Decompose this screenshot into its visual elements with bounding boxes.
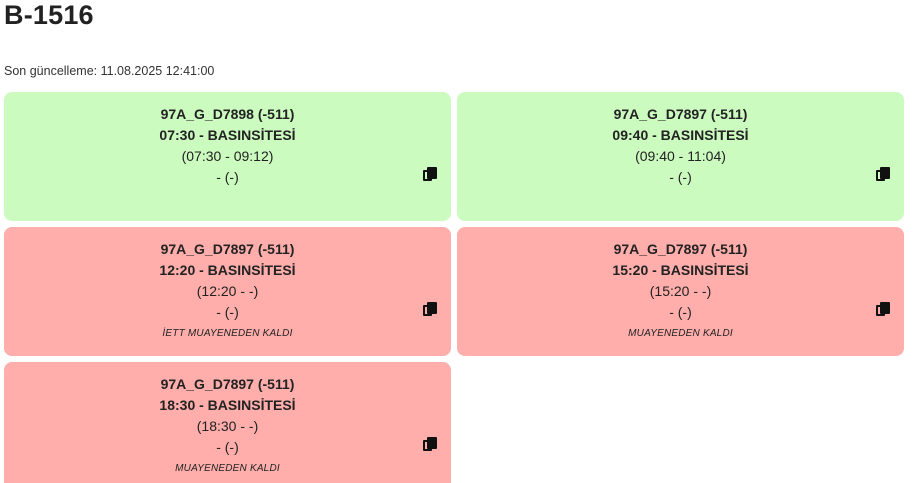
copy-icon[interactable] <box>423 167 437 182</box>
copy-icon[interactable] <box>876 302 890 317</box>
trip-route: 97A_G_D7897 (-511) <box>160 376 295 392</box>
trip-card: 97A_G_D7897 (-511) 12:20 - BASINSİTESİ (… <box>4 227 451 356</box>
trip-extra: - (-) <box>669 304 692 320</box>
trip-departure: 12:20 - BASINSİTESİ <box>159 262 296 278</box>
trip-departure: 07:30 - BASINSİTESİ <box>159 127 296 143</box>
trip-note: MUAYENEDEN KALDI <box>175 463 280 474</box>
copy-icon[interactable] <box>423 437 437 452</box>
trip-route: 97A_G_D7897 (-511) <box>613 106 748 122</box>
trip-route: 97A_G_D7898 (-511) <box>160 106 295 122</box>
trip-departure: 15:20 - BASINSİTESİ <box>612 262 749 278</box>
trip-card: 97A_G_D7898 (-511) 07:30 - BASINSİTESİ (… <box>4 92 451 221</box>
trip-route: 97A_G_D7897 (-511) <box>160 241 295 257</box>
trip-times: (09:40 - 11:04) <box>635 148 726 164</box>
trip-times: (12:20 - -) <box>196 283 259 299</box>
trip-times: (15:20 - -) <box>649 283 712 299</box>
trip-extra: - (-) <box>216 304 239 320</box>
trip-note: İETT MUAYENEDEN KALDI <box>162 328 293 339</box>
trip-extra: - (-) <box>216 439 239 455</box>
trip-card-grid: 97A_G_D7898 (-511) 07:30 - BASINSİTESİ (… <box>4 92 904 483</box>
trip-route: 97A_G_D7897 (-511) <box>613 241 748 257</box>
trip-card: 97A_G_D7897 (-511) 18:30 - BASINSİTESİ (… <box>4 362 451 483</box>
trip-note: MUAYENEDEN KALDI <box>628 328 733 339</box>
trip-departure: 18:30 - BASINSİTESİ <box>159 397 296 413</box>
trip-card: 97A_G_D7897 (-511) 15:20 - BASINSİTESİ (… <box>457 227 904 356</box>
page-title: B-1516 <box>4 0 94 30</box>
trip-times: (18:30 - -) <box>196 418 259 434</box>
copy-icon[interactable] <box>876 167 890 182</box>
trip-times: (07:30 - 09:12) <box>181 148 274 164</box>
trip-card: 97A_G_D7897 (-511) 09:40 - BASINSİTESİ (… <box>457 92 904 221</box>
copy-icon[interactable] <box>423 302 437 317</box>
trip-departure: 09:40 - BASINSİTESİ <box>612 127 749 143</box>
trip-extra: - (-) <box>669 169 692 185</box>
trip-extra: - (-) <box>216 169 239 185</box>
last-updated-text: Son güncelleme: 11.08.2025 12:41:00 <box>4 64 215 78</box>
